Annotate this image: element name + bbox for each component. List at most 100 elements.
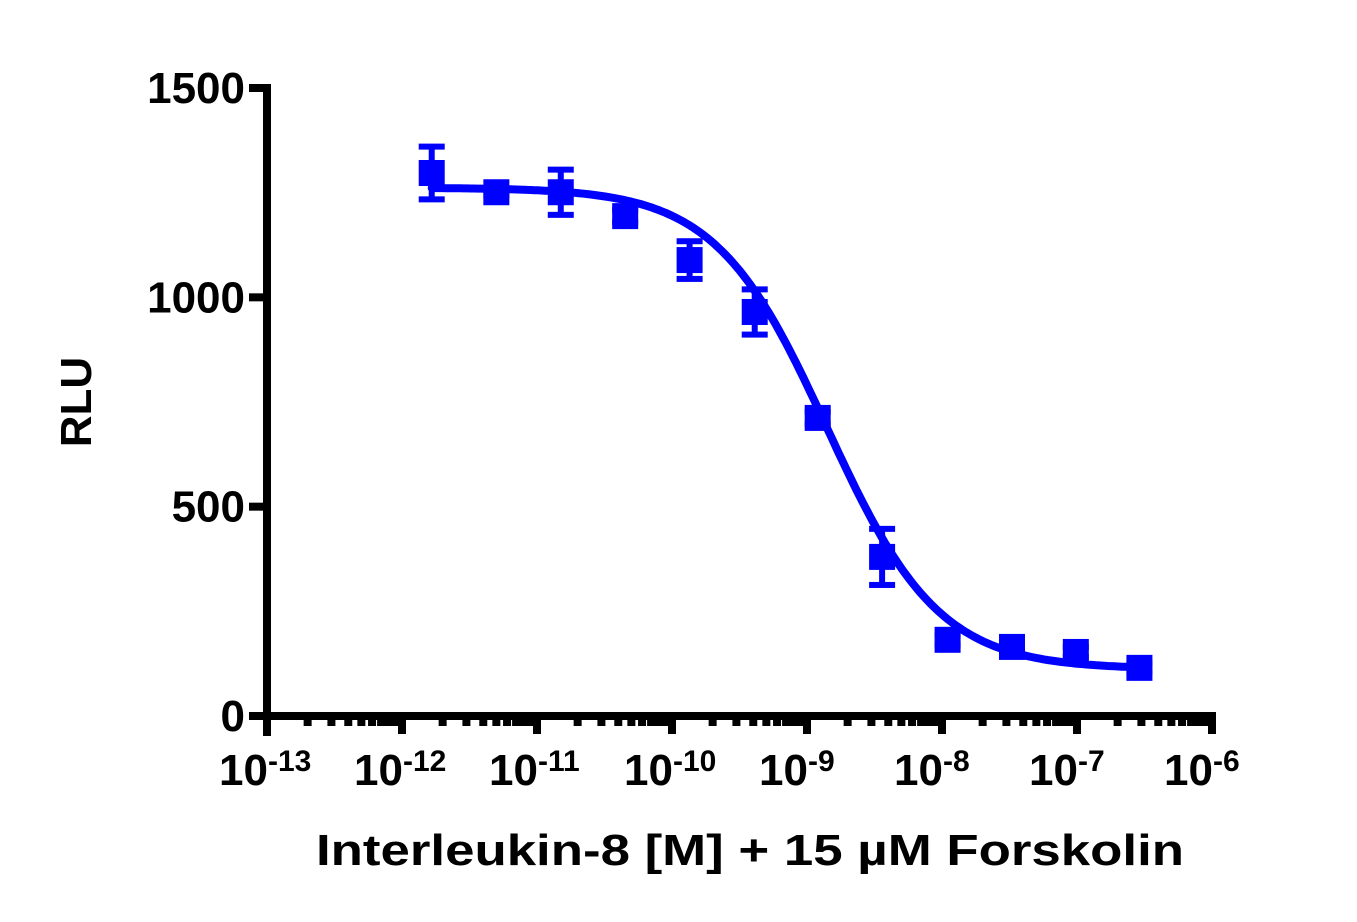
x-minor-tick — [1154, 716, 1163, 726]
data-points — [418, 143, 1153, 681]
data-point — [676, 238, 703, 282]
error-cap-bottom — [741, 331, 768, 338]
data-point — [998, 633, 1025, 660]
data-point — [547, 166, 574, 218]
square-marker — [1062, 638, 1089, 665]
data-point — [869, 525, 896, 588]
y-tick-label: 1500 — [147, 64, 245, 113]
square-marker — [612, 203, 639, 230]
x-minor-tick — [384, 716, 393, 726]
x-minor-tick — [843, 716, 852, 726]
x-minor-tick — [1032, 716, 1041, 726]
x-minor-tick — [931, 716, 940, 726]
x-minor-tick — [1187, 716, 1196, 726]
x-minor-tick — [1052, 716, 1061, 726]
square-marker — [869, 543, 896, 570]
x-minor-tick — [357, 716, 366, 726]
error-cap-bottom — [676, 275, 703, 282]
error-cap-top — [741, 286, 768, 293]
x-minor-tick — [749, 716, 758, 726]
error-cap-top — [676, 238, 703, 245]
x-minor-tick — [1137, 716, 1146, 726]
error-cap-bottom — [547, 211, 574, 218]
x-minor-tick — [661, 716, 670, 726]
x-minor-tick — [782, 716, 791, 726]
x-minor-tick — [438, 716, 447, 726]
y-axis-title: RLU — [52, 357, 101, 447]
error-cap-bottom — [418, 196, 445, 203]
x-minor-tick — [573, 716, 582, 726]
data-point — [1062, 638, 1089, 665]
y-tick-label: 0 — [221, 692, 245, 741]
x-minor-tick — [867, 716, 876, 726]
square-marker — [1126, 654, 1153, 681]
square-marker — [998, 633, 1025, 660]
x-minor-tick — [924, 716, 933, 726]
x-axis-title: Interleukin-8 [M] + 15 µM Forskolin — [316, 826, 1184, 875]
x-minor-tick — [492, 716, 501, 726]
error-cap-top — [418, 143, 445, 150]
x-minor-tick — [503, 716, 512, 726]
y-axis-line — [263, 84, 271, 736]
square-marker — [418, 159, 445, 186]
y-tick — [249, 502, 265, 511]
x-minor-tick — [647, 716, 656, 726]
x-minor-tick — [638, 716, 647, 726]
x-minor-tick — [462, 716, 471, 726]
x-minor-tick — [654, 716, 663, 726]
x-tick-label: 10-13 — [219, 745, 311, 795]
square-marker — [804, 404, 831, 431]
x-major-tick — [1208, 716, 1216, 734]
x-minor-tick — [1066, 716, 1075, 726]
error-cap-top — [869, 525, 896, 532]
x-tick-label: 10-11 — [489, 745, 580, 795]
error-cap-bottom — [869, 581, 896, 588]
square-marker — [483, 179, 510, 206]
x-tick-label: 10-8 — [894, 745, 970, 795]
x-tick-label: 10-6 — [1164, 745, 1240, 795]
x-minor-tick — [512, 716, 521, 726]
x-axis: 10-13 10-12 10-11 10-10 10-9 10-8 10-7 10-6 — [219, 712, 1240, 795]
x-minor-tick — [978, 716, 987, 726]
x-minor-tick — [519, 716, 528, 726]
x-minor-tick — [1059, 716, 1068, 726]
x-minor-tick — [344, 716, 353, 726]
fit-curve — [427, 184, 1144, 672]
x-major-tick — [668, 716, 676, 734]
square-marker — [547, 179, 574, 206]
x-minor-tick — [1201, 716, 1210, 726]
x-minor-tick — [327, 716, 336, 726]
x-minor-tick — [1043, 716, 1052, 726]
y-tick — [249, 293, 265, 302]
x-minor-tick — [1194, 716, 1203, 726]
square-marker — [741, 298, 768, 325]
x-minor-tick — [796, 716, 805, 726]
x-major-tick — [533, 716, 541, 734]
x-minor-tick — [1113, 716, 1122, 726]
x-minor-tick — [762, 716, 771, 726]
error-cap-top — [547, 166, 574, 173]
data-point — [934, 626, 961, 653]
x-tick-label: 10-12 — [354, 745, 446, 795]
x-minor-tick — [773, 716, 782, 726]
data-point — [1126, 654, 1153, 681]
x-minor-tick — [526, 716, 535, 726]
x-minor-tick — [1019, 716, 1028, 726]
x-minor-tick — [479, 716, 488, 726]
data-point — [804, 404, 831, 431]
y-tick — [249, 84, 265, 92]
x-minor-tick — [908, 716, 917, 726]
y-tick-label: 1000 — [147, 273, 245, 322]
x-major-tick — [803, 716, 811, 734]
x-minor-tick — [391, 716, 400, 726]
x-major-tick — [263, 716, 271, 734]
x-minor-tick — [597, 716, 606, 726]
x-major-tick — [398, 716, 406, 734]
data-point — [483, 179, 510, 206]
square-marker — [676, 247, 703, 274]
x-minor-tick — [368, 716, 377, 726]
square-marker — [934, 626, 961, 653]
x-minor-tick — [627, 716, 636, 726]
x-minor-tick — [1167, 716, 1176, 726]
